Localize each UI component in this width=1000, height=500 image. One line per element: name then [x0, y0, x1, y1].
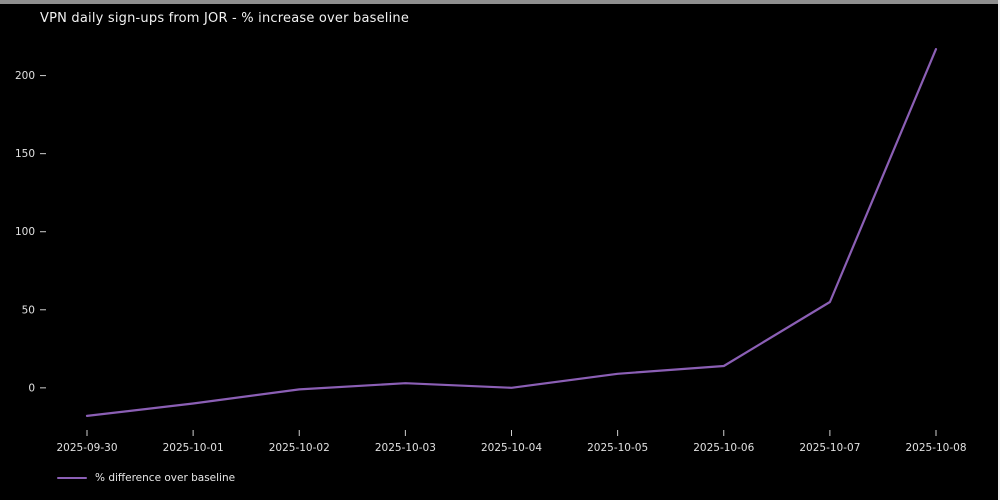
x-tick-label: 2025-10-07 [799, 442, 860, 454]
x-tick-label: 2025-09-30 [56, 442, 117, 454]
window-top-edge [0, 0, 1000, 4]
y-tick-label: 150 [15, 148, 35, 160]
legend-line-swatch [57, 477, 87, 479]
x-axis-ticks: 2025-09-30 2025-10-01 2025-10-02 2025-10-03… [56, 430, 967, 454]
y-tick-label: 0 [28, 382, 35, 394]
chart-title: VPN daily sign-ups from JOR - % increase… [40, 11, 410, 26]
legend: % difference over baseline [57, 472, 235, 484]
series-line [85, 47, 938, 417]
window-right-edge [998, 0, 1000, 500]
x-tick-label: 2025-10-02 [269, 442, 330, 454]
y-axis-ticks: 0 50 100 150 200 [15, 70, 46, 394]
x-tick-label: 2025-10-04 [481, 442, 542, 454]
y-tick-label: 200 [15, 70, 35, 82]
x-tick-label: 2025-10-03 [375, 442, 436, 454]
x-tick-label: 2025-10-05 [587, 442, 648, 454]
x-tick-label: 2025-10-01 [163, 442, 224, 454]
legend-label: % difference over baseline [95, 472, 236, 484]
x-tick-label: 2025-10-08 [905, 442, 966, 454]
x-tick-label: 2025-10-06 [693, 442, 754, 454]
y-tick-label: 100 [15, 226, 35, 238]
y-tick-label: 50 [22, 304, 35, 316]
